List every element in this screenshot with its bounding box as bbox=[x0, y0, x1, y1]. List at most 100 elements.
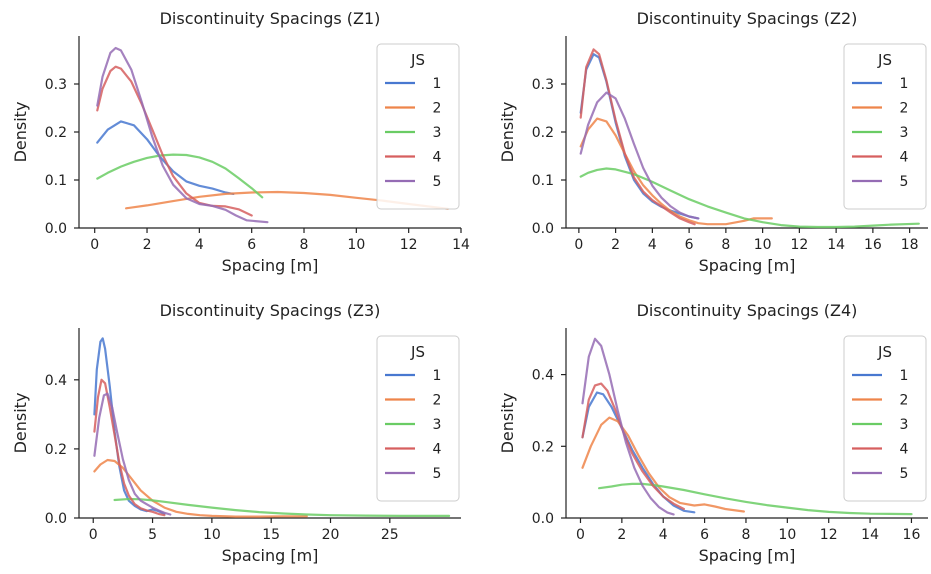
legend: JS 1 2 3 4 5 bbox=[843, 43, 927, 210]
y-axis-label: Density bbox=[498, 393, 517, 454]
x-tick-label: 14 bbox=[861, 527, 879, 543]
x-tick-label: 14 bbox=[452, 237, 470, 253]
x-tick-label: 5 bbox=[148, 527, 157, 543]
series-line-js-5 bbox=[93, 392, 172, 516]
x-tick-label: 4 bbox=[648, 237, 657, 253]
legend-label-js-3: 3 bbox=[433, 417, 442, 433]
legend-title: JS bbox=[877, 343, 892, 361]
y-tick-label: 0.1 bbox=[45, 173, 67, 189]
series-line-js-3 bbox=[579, 167, 920, 229]
series-line-js-2 bbox=[93, 458, 308, 518]
x-tick-label: 2 bbox=[143, 237, 152, 253]
legend-label-js-5: 5 bbox=[900, 174, 909, 190]
panel-z3: Discontinuity Spacings (Z3)0 5 10 15 20 250.0… bbox=[11, 301, 461, 565]
series-line-js-1 bbox=[93, 337, 166, 515]
legend-label-js-2: 2 bbox=[900, 393, 909, 409]
y-tick-label: 0.0 bbox=[532, 511, 554, 527]
legend-label-js-1: 1 bbox=[900, 368, 909, 384]
x-tick-label: 8 bbox=[742, 527, 751, 543]
x-axis-label: Spacing [m] bbox=[222, 256, 319, 275]
x-tick-label: 16 bbox=[903, 527, 921, 543]
series-line-js-3 bbox=[113, 497, 451, 517]
panel-z1: Discontinuity Spacings (Z1)0 2 4 6 8 10 12 140.… bbox=[11, 9, 470, 275]
legend-label-js-5: 5 bbox=[433, 466, 442, 482]
legend-frame bbox=[376, 335, 460, 502]
series-line-js-3 bbox=[598, 482, 913, 516]
series-line-js-2 bbox=[579, 117, 773, 226]
x-axis-label: Spacing [m] bbox=[699, 546, 796, 565]
y-axis-label: Density bbox=[498, 102, 517, 163]
series-line-js-5 bbox=[581, 337, 675, 516]
y-tick-label: 0.1 bbox=[532, 173, 554, 189]
panel-z4: Discontinuity Spacings (Z4)0 2 4 6 8 10 12 14 16… bbox=[498, 301, 928, 565]
x-tick-label: 6 bbox=[700, 527, 709, 543]
x-tick-label: 25 bbox=[381, 527, 399, 543]
legend-label-js-3: 3 bbox=[433, 125, 442, 141]
x-tick-label: 10 bbox=[203, 527, 221, 543]
x-tick-label: 14 bbox=[827, 237, 845, 253]
chart-title: Discontinuity Spacings (Z2) bbox=[637, 9, 858, 28]
legend-frame bbox=[843, 335, 927, 502]
series-line-js-5 bbox=[579, 91, 700, 220]
x-tick-label: 16 bbox=[864, 237, 882, 253]
y-tick-label: 0.3 bbox=[45, 77, 67, 93]
legend: JS 1 2 3 4 5 bbox=[376, 43, 460, 210]
legend-label-js-1: 1 bbox=[433, 368, 442, 384]
legend: JS 1 2 3 4 5 bbox=[843, 335, 927, 502]
legend-title: JS bbox=[410, 343, 425, 361]
series-line-js-4 bbox=[579, 48, 696, 226]
x-tick-label: 6 bbox=[247, 237, 256, 253]
x-tick-label: 2 bbox=[617, 527, 626, 543]
series-line-js-1 bbox=[579, 53, 700, 220]
legend-label-js-2: 2 bbox=[433, 101, 442, 117]
x-tick-label: 12 bbox=[820, 527, 838, 543]
series-line-js-4 bbox=[96, 65, 253, 217]
x-tick-label: 10 bbox=[778, 527, 796, 543]
y-tick-label: 0.0 bbox=[532, 221, 554, 237]
x-tick-label: 0 bbox=[90, 237, 99, 253]
legend-label-js-4: 4 bbox=[433, 150, 442, 166]
legend-label-js-2: 2 bbox=[433, 393, 442, 409]
legend-label-js-4: 4 bbox=[900, 442, 909, 458]
legend-label-js-5: 5 bbox=[433, 174, 442, 190]
y-tick-label: 0.0 bbox=[45, 511, 67, 527]
y-tick-label: 0.0 bbox=[45, 221, 67, 237]
legend: JS 1 2 3 4 5 bbox=[376, 335, 460, 502]
x-tick-label: 0 bbox=[574, 237, 583, 253]
series-line-js-1 bbox=[96, 120, 235, 195]
y-axis-label: Density bbox=[11, 102, 30, 163]
x-tick-label: 15 bbox=[262, 527, 280, 543]
y-tick-label: 0.4 bbox=[532, 368, 554, 384]
legend-label-js-3: 3 bbox=[900, 417, 909, 433]
y-tick-label: 0.3 bbox=[532, 77, 554, 93]
x-tick-label: 12 bbox=[400, 237, 418, 253]
x-axis-label: Spacing [m] bbox=[699, 256, 796, 275]
legend-label-js-1: 1 bbox=[433, 76, 442, 92]
x-tick-label: 8 bbox=[721, 237, 730, 253]
legend-label-js-1: 1 bbox=[900, 76, 909, 92]
series-line-js-4 bbox=[93, 378, 166, 517]
y-tick-label: 0.2 bbox=[532, 439, 554, 455]
panel-z2: Discontinuity Spacings (Z2)0 2 4 6 8 10 12 14 16… bbox=[498, 9, 928, 275]
series-line-js-2 bbox=[581, 416, 745, 513]
legend-label-js-4: 4 bbox=[433, 442, 442, 458]
y-tick-label: 0.2 bbox=[45, 125, 67, 141]
x-tick-label: 2 bbox=[611, 237, 620, 253]
y-tick-label: 0.4 bbox=[45, 373, 67, 389]
x-tick-label: 4 bbox=[195, 237, 204, 253]
x-tick-label: 0 bbox=[89, 527, 98, 543]
x-tick-label: 12 bbox=[790, 237, 808, 253]
chart-title: Discontinuity Spacings (Z1) bbox=[160, 9, 381, 28]
x-axis-label: Spacing [m] bbox=[222, 546, 319, 565]
legend-frame bbox=[376, 43, 460, 210]
legend-title: JS bbox=[877, 51, 892, 69]
x-tick-label: 20 bbox=[322, 527, 340, 543]
x-tick-label: 6 bbox=[685, 237, 694, 253]
legend-label-js-4: 4 bbox=[900, 150, 909, 166]
legend-title: JS bbox=[410, 51, 425, 69]
x-tick-label: 18 bbox=[901, 237, 919, 253]
chart-title: Discontinuity Spacings (Z3) bbox=[160, 301, 381, 320]
series-line-js-1 bbox=[581, 391, 696, 514]
legend-frame bbox=[843, 43, 927, 210]
